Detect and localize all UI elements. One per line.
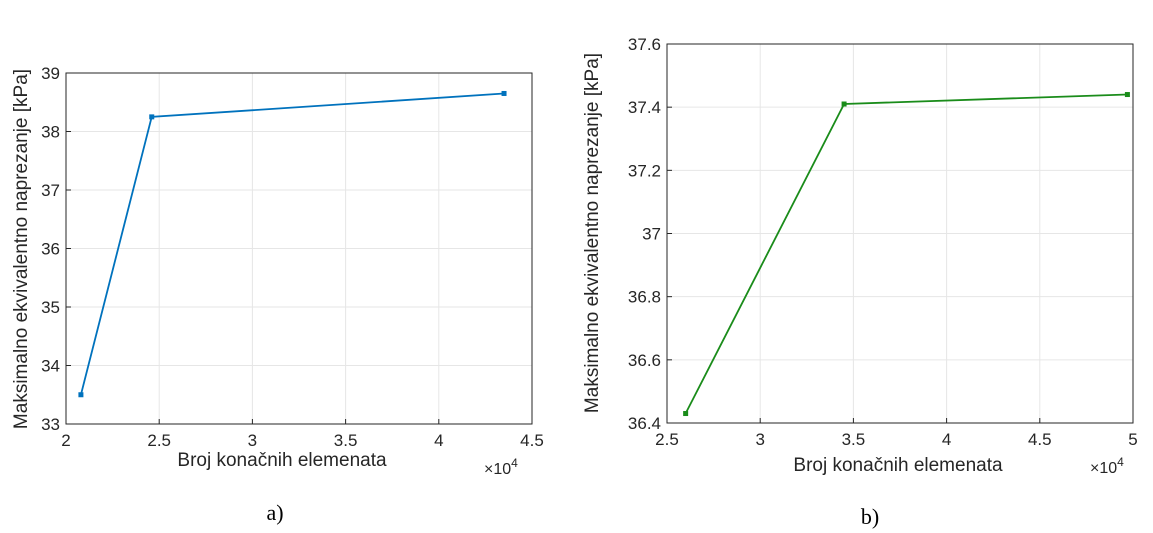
chart-a-grid bbox=[65, 72, 533, 425]
chart-a-xtick-label: 3 bbox=[248, 431, 257, 450]
chart-a-x-multiplier: ×104 bbox=[484, 456, 518, 478]
chart-b-ytick-label: 37 bbox=[642, 225, 661, 244]
chart-a-marks bbox=[78, 90, 507, 398]
chart-a-ytick-label: 33 bbox=[41, 415, 60, 434]
chart-b-ytick-label: 36.8 bbox=[628, 288, 661, 307]
chart-b-ylabel: Maksimalno ekvivalentno naprezanje [kPa] bbox=[582, 53, 603, 413]
chart-a-ytick-label: 37 bbox=[41, 181, 60, 200]
chart-b-ytick-label: 36.4 bbox=[628, 414, 661, 433]
chart-b-xlabel: Broj konačnih elemenata bbox=[793, 455, 1003, 476]
chart-a-xtick-label: 3.5 bbox=[334, 431, 358, 450]
chart-b-marks bbox=[683, 92, 1130, 417]
chart-a-data-point bbox=[149, 114, 155, 120]
chart-b-xtick-label: 3 bbox=[755, 430, 764, 449]
chart-b-xtick-label: 2.5 bbox=[655, 430, 679, 449]
chart-b-caption: b) bbox=[861, 504, 879, 529]
chart-a-xlabel: Broj konačnih elemenata bbox=[177, 450, 387, 471]
chart-b-ytick-label: 36.6 bbox=[628, 351, 661, 370]
chart-b-xtick-label: 5 bbox=[1128, 430, 1137, 449]
chart-b-data-point bbox=[683, 411, 689, 417]
chart-b-ytick-label: 37.6 bbox=[628, 35, 661, 54]
chart-b-data-point bbox=[841, 101, 847, 107]
chart-a: 2 2.5 3 3.5 4 4.5 33 34 35 36 37 38 39 Broj konačnih… bbox=[11, 64, 544, 525]
chart-b-xtick-label: 4.5 bbox=[1028, 430, 1052, 449]
chart-b-xtick-label: 4 bbox=[942, 430, 951, 449]
chart-b-x-multiplier: ×104 bbox=[1090, 455, 1124, 477]
chart-b: 2.5 3 3.5 4 4.5 5 36.4 36.6 36.8 37 37.2 37.4 37.6 B… bbox=[582, 35, 1138, 529]
chart-b-ytick-label: 37.4 bbox=[628, 98, 661, 117]
chart-a-ytick-label: 35 bbox=[41, 298, 60, 317]
chart-a-ylabel: Maksimalno ekvivalentno naprezanje [kPa] bbox=[11, 69, 32, 429]
chart-b-xtick-label: 3.5 bbox=[842, 430, 866, 449]
chart-a-ytick-label: 39 bbox=[41, 64, 60, 83]
chart-a-xtick-label: 2 bbox=[61, 431, 70, 450]
chart-a-xtick-label: 2.5 bbox=[147, 431, 171, 450]
chart-b-series-line bbox=[684, 93, 1128, 414]
chart-a-ytick-label: 36 bbox=[41, 240, 60, 259]
chart-a-data-point bbox=[501, 90, 507, 96]
chart-a-ytick-label: 38 bbox=[41, 123, 60, 142]
chart-a-ytick-label: 34 bbox=[41, 357, 60, 376]
chart-b-grid bbox=[666, 43, 1134, 424]
chart-b-ticks: 2.5 3 3.5 4 4.5 5 36.4 36.6 36.8 37 37.2 37.4 37.6 bbox=[628, 35, 1138, 449]
chart-a-caption: a) bbox=[266, 500, 283, 525]
chart-b-data-point bbox=[1124, 92, 1130, 98]
chart-a-ticks: 2 2.5 3 3.5 4 4.5 33 34 35 36 37 38 39 bbox=[41, 64, 544, 450]
chart-a-xtick-label: 4 bbox=[434, 431, 443, 450]
chart-a-data-point bbox=[78, 392, 84, 398]
chart-a-series-line bbox=[80, 92, 505, 396]
chart-b-ytick-label: 37.2 bbox=[628, 161, 661, 180]
chart-a-xtick-label: 4.5 bbox=[520, 431, 544, 450]
